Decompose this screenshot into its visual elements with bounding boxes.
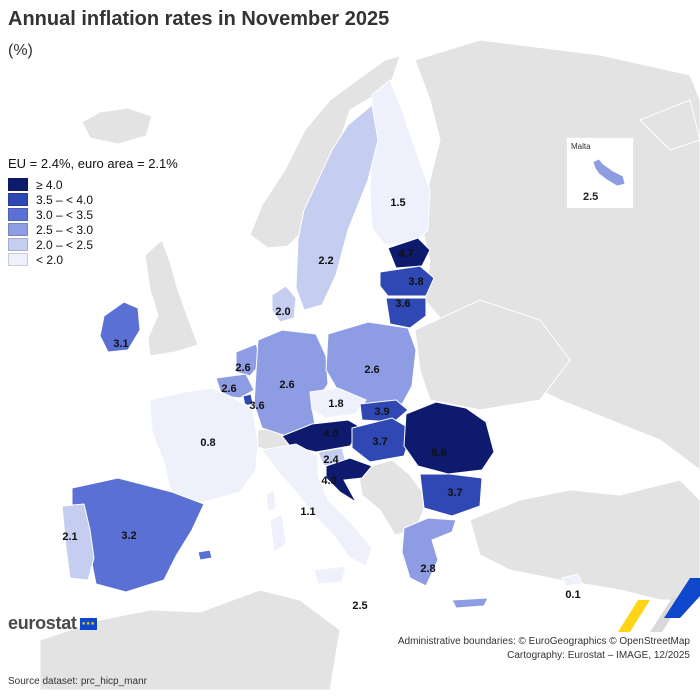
legend-swatch [8,178,28,191]
label-denmark: 2.0 [275,306,290,318]
luxembourg-area [242,393,254,407]
legend-swatch [8,253,28,266]
balearic-area [197,549,213,561]
legend-label: 2.5 – < 3.0 [36,222,94,237]
legend-item: 2.0 – < 2.5 [8,237,178,252]
italy-area [261,443,373,567]
map-unit: (%) [8,42,33,59]
bulgaria-area [419,473,483,517]
label-bulgaria: 3.7 [447,487,462,499]
legend-heading: EU = 2.4%, euro area = 2.1% [8,156,178,171]
label-spain: 3.2 [121,530,136,542]
label-austria: 4.0 [323,428,338,440]
label-luxembourg: 3.6 [249,400,264,412]
turkey [469,479,700,601]
label-romania: 8.6 [431,447,446,459]
label-netherlands: 2.6 [235,362,250,374]
finland-area [369,79,431,247]
greece-area [401,517,457,587]
svalbard-area [639,99,700,151]
estonia-area [387,237,431,269]
label-slovenia: 2.4 [323,454,339,466]
crete-area [451,597,489,609]
cyprus-area [561,573,583,587]
denmark-area [271,285,297,323]
eu-countries [61,79,583,609]
label-greece: 2.8 [420,563,435,575]
credits-boundaries: Administrative boundaries: © EuroGeograp… [397,636,690,647]
legend-swatch [8,208,28,221]
label-france: 0.8 [200,437,215,449]
label-germany: 2.6 [279,379,294,391]
label-lithuania: 3.6 [395,298,410,310]
logo-text: eurostat [8,613,77,633]
sweden-area [295,104,379,311]
label-belgium: 2.6 [221,383,236,395]
legend-label: < 2.0 [36,252,64,267]
label-ireland: 3.1 [113,338,128,350]
inset-title: Malta [571,142,591,151]
legend-label: ≥ 4.0 [36,177,63,192]
label-sweden: 2.2 [318,255,333,267]
latvia-area [379,265,435,297]
ireland-area [99,301,141,353]
legend-swatch [8,193,28,206]
legend-item: 3.0 – < 3.5 [8,207,178,222]
legend-item: 3.5 – < 4.0 [8,192,178,207]
country-value-labels: 1.5 2.2 4.7 3.8 3.6 2.0 3.1 2.6 2.6 3.6 … [62,197,580,612]
legend: EU = 2.4%, euro area = 2.1% ≥ 4.0 3.5 – … [8,156,178,267]
map-title: Annual inflation rates in November 2025 [8,8,390,30]
legend-swatch [8,238,28,251]
label-portugal: 2.1 [62,531,77,543]
legend-item: ≥ 4.0 [8,177,178,192]
france-area [149,387,259,503]
czechia-area [309,387,367,419]
label-croatia: 4.3 [321,475,336,487]
romania-area [403,401,495,475]
portugal-area [61,503,95,581]
legend-item: < 2.0 [8,252,178,267]
germany-area [253,329,329,437]
eu-flag-icon: ★★★ [79,617,97,630]
north-africa [39,589,341,691]
legend-item: 2.5 – < 3.0 [8,222,178,237]
lithuania-area [385,297,427,329]
label-estonia: 4.7 [398,248,413,260]
malta-inset: Malta 2.5 [566,137,634,209]
label-malta: 2.5 [352,600,367,612]
croatia-area [325,457,373,504]
label-czechia: 1.8 [328,398,343,410]
ukraine-belarus [414,299,571,411]
label-cyprus: 0.1 [565,589,580,601]
legend-label: 2.0 – < 2.5 [36,237,94,252]
source-dataset: Source dataset: prc_hicp_manr [8,676,147,687]
image-logo-mark [618,578,700,632]
legend-label: 3.0 – < 3.5 [36,207,94,222]
label-finland: 1.5 [390,197,405,209]
inset-value: 2.5 [583,191,599,203]
legend-swatch [8,223,28,236]
credits-cartography: Cartography: Eurostat – IMAGE, 12/2025 [507,650,690,661]
poland-area [325,321,417,409]
legend-label: 3.5 – < 4.0 [36,192,94,207]
sardinia-area [269,513,287,553]
label-latvia: 3.8 [408,276,423,288]
eurostat-logo: eurostat ★★★ [8,613,97,634]
corsica-area [265,489,277,513]
slovakia-area [359,399,409,423]
iceland [81,107,153,145]
hungary-area [351,417,413,463]
great-britain [144,239,199,357]
label-poland: 2.6 [364,364,379,376]
sicily-area [313,565,347,585]
label-slovakia: 3.9 [374,406,389,418]
malta-shape [592,158,626,187]
label-hungary: 3.7 [372,436,387,448]
label-italy: 1.1 [300,506,315,518]
